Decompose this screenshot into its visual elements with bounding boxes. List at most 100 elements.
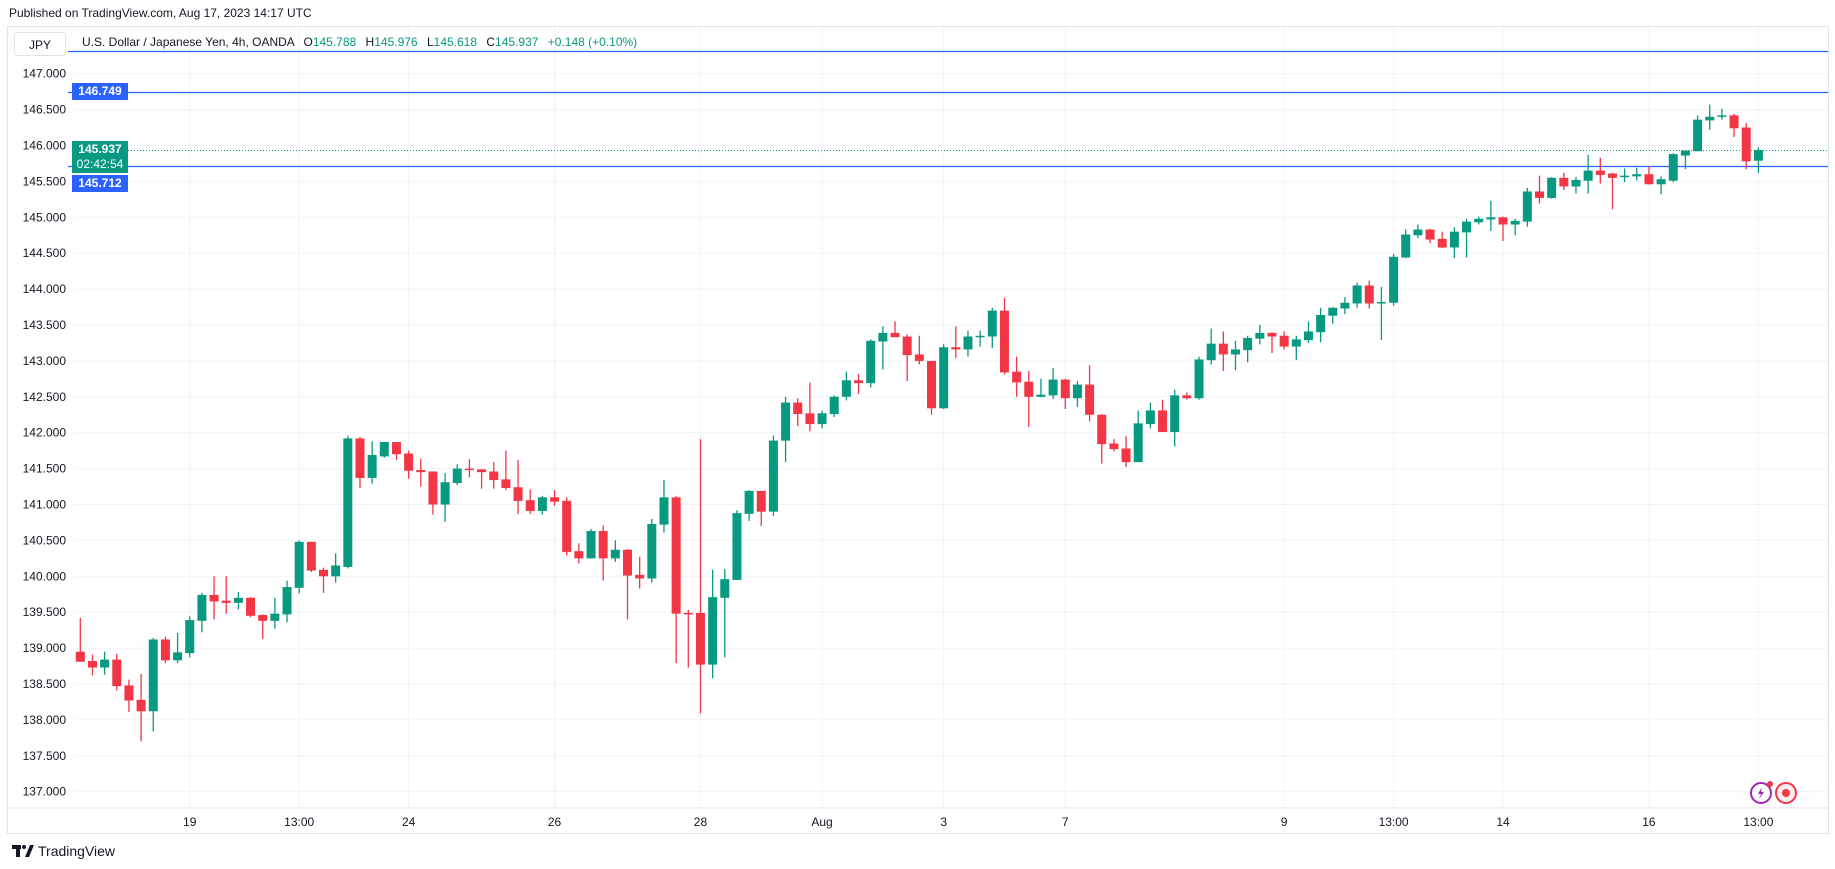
candle[interactable] [391,442,401,460]
candle[interactable] [1158,399,1168,432]
lightning-alert-icon[interactable] [1750,781,1773,804]
candle[interactable] [1522,187,1532,227]
candle[interactable] [708,569,718,679]
candle[interactable] [197,592,207,633]
candle[interactable] [513,459,523,514]
candle[interactable] [1462,218,1472,258]
candle[interactable] [75,617,85,662]
candle[interactable] [963,330,973,357]
candle[interactable] [1206,328,1216,365]
candle[interactable] [586,528,596,559]
candle[interactable] [854,373,864,394]
candle[interactable] [1753,147,1763,173]
candle[interactable] [866,339,876,388]
candle[interactable] [744,490,754,522]
candle[interactable] [1145,402,1155,429]
candle[interactable] [756,490,766,527]
candle[interactable] [1449,227,1459,259]
candle[interactable] [136,673,146,742]
candle[interactable] [1620,168,1630,183]
candle[interactable] [221,576,231,614]
candle[interactable] [355,437,365,488]
candle[interactable] [1376,286,1386,341]
candle[interactable] [805,382,815,432]
candle[interactable] [270,597,280,629]
candle[interactable] [939,344,949,410]
candle[interactable] [1474,216,1484,225]
candle[interactable] [148,638,158,732]
candle[interactable] [1656,176,1666,195]
candle[interactable] [379,442,389,458]
candle[interactable] [246,597,256,618]
candle[interactable] [1316,307,1326,343]
candle[interactable] [1097,414,1107,464]
candle[interactable] [1547,177,1557,199]
candle[interactable] [1231,340,1240,371]
candle[interactable] [768,435,778,516]
candle[interactable] [1644,166,1654,185]
candle[interactable] [793,398,803,427]
candle[interactable] [574,543,584,564]
candle[interactable] [1255,325,1265,345]
candle[interactable] [319,567,328,593]
candle[interactable] [1535,175,1544,204]
tradingview-logo[interactable]: TradingView [12,843,115,859]
candle[interactable] [1060,378,1070,410]
candle[interactable] [562,497,572,556]
candle[interactable] [1705,104,1715,130]
candle[interactable] [1340,296,1350,315]
candle[interactable] [1729,113,1739,137]
candle[interactable] [781,396,791,463]
candle[interactable] [902,334,912,382]
candle[interactable] [817,410,827,429]
candle[interactable] [598,525,608,581]
candle[interactable] [732,510,742,580]
candle[interactable] [890,321,900,338]
candle[interactable] [683,610,693,668]
candle[interactable] [623,549,632,620]
candle[interactable] [975,330,985,347]
candle[interactable] [987,307,997,348]
candle[interactable] [294,540,304,594]
candle[interactable] [1559,172,1569,191]
candle[interactable] [647,518,657,583]
candle[interactable] [1194,356,1204,400]
candle[interactable] [999,297,1009,375]
candle[interactable] [1328,307,1338,324]
candle[interactable] [489,462,499,489]
candle[interactable] [635,556,645,589]
candle[interactable] [1680,150,1690,170]
candle[interactable] [464,459,474,478]
candle[interactable] [185,616,195,658]
candle[interactable] [367,441,377,484]
candle[interactable] [1085,365,1095,422]
candle[interactable] [1182,392,1192,400]
candle[interactable] [124,679,134,713]
candle[interactable] [1717,108,1727,120]
candle[interactable] [1510,218,1520,236]
candle[interactable] [525,489,535,514]
candle[interactable] [610,540,620,562]
candle[interactable] [1170,389,1180,447]
candle[interactable] [1498,216,1508,241]
candle[interactable] [343,435,353,569]
candle[interactable] [258,614,268,639]
candle[interactable] [1693,115,1703,152]
candle[interactable] [1303,321,1313,343]
candle[interactable] [1012,356,1022,397]
record-icon[interactable] [1775,782,1797,804]
candle[interactable] [878,326,888,370]
candle[interactable] [1741,123,1751,170]
candle[interactable] [1595,157,1605,184]
candle[interactable] [927,360,936,415]
candle[interactable] [550,490,560,506]
candle[interactable] [428,471,438,515]
candle[interactable] [1668,153,1678,183]
candle[interactable] [87,654,97,676]
candle[interactable] [1425,228,1435,244]
candle[interactable] [1632,167,1642,181]
candle[interactable] [209,576,219,620]
candle[interactable] [1109,439,1119,452]
candle[interactable] [100,651,110,675]
candle[interactable] [501,450,511,491]
